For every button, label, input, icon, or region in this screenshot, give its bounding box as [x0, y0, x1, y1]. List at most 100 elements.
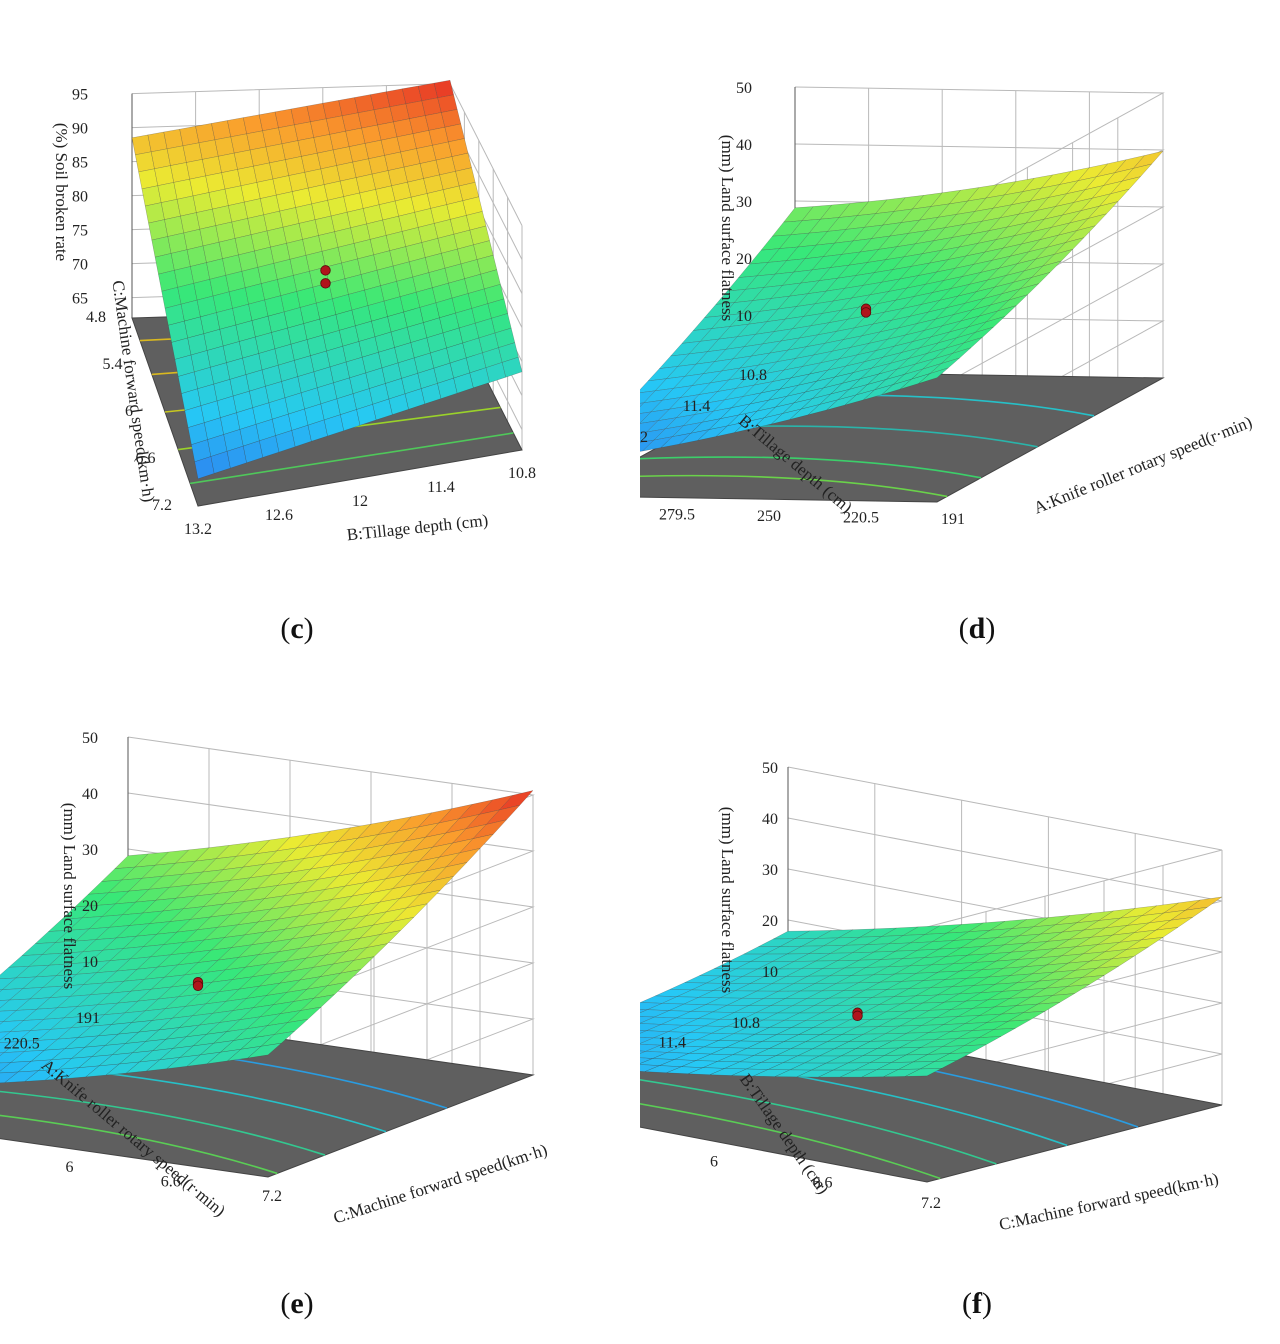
- z-tick-label: 80: [72, 189, 88, 206]
- y-tick-label: 220.5: [4, 1036, 40, 1053]
- y-tick-label: 7.2: [152, 497, 172, 514]
- z-tick-label: 20: [736, 251, 752, 268]
- surface-cell: [0, 1021, 4, 1025]
- z-tick-label: 50: [762, 760, 778, 777]
- z-tick-label: 10: [82, 954, 98, 971]
- z-tick-label: 20: [82, 898, 98, 915]
- y-tick-label: 12: [640, 429, 648, 446]
- x-tick-label: 7.2: [921, 1195, 941, 1212]
- surface-cell: [905, 1068, 942, 1077]
- z-tick-label: 20: [762, 913, 778, 930]
- surface-cell: [144, 202, 165, 224]
- response-surface: [0, 790, 534, 1084]
- x-tick-label: 250: [757, 508, 781, 525]
- y-tick-label: 4.8: [86, 309, 106, 326]
- z-axis-label: (mm) Land surface flatness: [718, 135, 737, 321]
- wall-gridline: [787, 766, 1223, 928]
- floor-contour-4: [189, 432, 514, 485]
- surface-cell: [918, 367, 949, 384]
- z-tick-label: 70: [72, 257, 88, 274]
- wall-gridline: [794, 86, 1165, 218]
- z-tick-label: 40: [762, 811, 778, 828]
- design-point-marker: [192, 980, 204, 992]
- response-surface: [640, 896, 1223, 1078]
- y-tick-label: 5.4: [103, 356, 123, 373]
- y-tick-label: 6.6: [136, 450, 156, 467]
- chart-panel-f: 10203040504.85.466.67.210.811.41212.613.…: [640, 672, 1280, 1344]
- surface-plot-c: 65 70 75 80 85 90 95 13.2 12.6 12 11.4 10.8 4.8 5.4 6 6…: [52, 79, 536, 545]
- x-tick-label: 12: [352, 493, 368, 510]
- y-tick-label: 11.4: [683, 398, 710, 415]
- panel-caption-f: (f): [962, 1287, 992, 1320]
- surface-cell: [189, 175, 210, 197]
- x-tick-label: 6.6: [813, 1174, 833, 1191]
- z-tick-label: 50: [82, 730, 98, 747]
- x-tick-label: 6: [710, 1154, 718, 1171]
- surface-cell: [247, 1042, 282, 1059]
- x-axis-label: C:Machine forward speed(km·h): [331, 1140, 550, 1227]
- design-point-marker: [852, 1010, 863, 1022]
- chart-panel-d: 1020304050309279.5250220.519110.811.4121…: [640, 0, 1280, 672]
- floor-contour-2: [0, 1090, 326, 1156]
- x-tick-label: 7.2: [262, 1188, 282, 1205]
- y-tick-label: 10.8: [732, 1015, 760, 1032]
- surface-cell: [501, 356, 523, 378]
- z-axis-label: (mm) Land surface flatness: [60, 803, 79, 989]
- design-point-marker: [320, 278, 331, 289]
- design-point-marker: [860, 307, 872, 318]
- y-tick-label: 191: [76, 1010, 100, 1027]
- surface-cell: [640, 1057, 653, 1064]
- z-axis-label: (mm) Land surface flatness: [718, 807, 737, 993]
- y-axis-label: C:Machine forward speed(km·h): [108, 279, 158, 503]
- surface-cell: [433, 79, 454, 99]
- x-axis-label: C:Machine forward speed(km·h): [997, 1169, 1220, 1234]
- surface-plot-e: 10203040504.85.466.67.2191220.5250279.53…: [0, 730, 550, 1227]
- surface-plot-d: 1020304050309279.5250220.519110.811.4121…: [640, 80, 1255, 528]
- z-tick-label: 75: [72, 223, 88, 240]
- z-tick-label: 40: [736, 137, 752, 154]
- panel-caption-d: (d): [958, 612, 996, 645]
- chart-panel-e: 10203040504.85.466.67.2191220.5250279.53…: [0, 672, 640, 1344]
- x-tick-label: 6: [66, 1159, 74, 1176]
- x-tick-label: 11.4: [427, 479, 454, 496]
- z-tick-label: 40: [82, 786, 98, 803]
- response-surface: [131, 79, 523, 480]
- y-tick-label: 6: [125, 403, 133, 420]
- z-tick-label: 30: [762, 862, 778, 879]
- z-tick-label: 50: [736, 80, 752, 97]
- surface-cell: [154, 165, 175, 186]
- z-axis-label: (%) Soil broken rate: [52, 123, 71, 261]
- surface-cell: [202, 156, 222, 177]
- surface-cell: [157, 182, 178, 203]
- floor-contour-3: [640, 474, 948, 498]
- floor-contour-3: [640, 1102, 941, 1180]
- floor-contour-2: [640, 1079, 997, 1165]
- floor-contour-3: [0, 1114, 278, 1175]
- panel-caption-c: (c): [280, 612, 314, 645]
- x-tick-label: 13.2: [184, 521, 212, 538]
- x-tick-label: 12.6: [265, 507, 293, 524]
- z-tick-label: 65: [72, 291, 88, 308]
- z-tick-label: 30: [82, 842, 98, 859]
- surface-cell: [182, 142, 203, 163]
- x-tick-label: 6.6: [161, 1174, 181, 1191]
- z-tick-label: 85: [72, 155, 88, 172]
- z-tick-label: 10: [736, 308, 752, 325]
- z-tick-label: 30: [736, 194, 752, 211]
- x-tick-label: 220.5: [843, 510, 879, 527]
- y-tick-label: 10.8: [739, 367, 767, 384]
- chart-panel-c: 65 70 75 80 85 90 95 13.2 12.6 12 11.4 10.8 4.8 5.4 6 6…: [0, 0, 640, 672]
- x-tick-label: 10.8: [508, 465, 536, 482]
- surface-cell: [0, 1031, 11, 1041]
- z-tick-label: 10: [762, 964, 778, 981]
- design-point-marker: [320, 265, 331, 276]
- response-surface: [640, 150, 1164, 452]
- x-tick-label: 279.5: [659, 507, 695, 524]
- y-tick-label: 11.4: [659, 1034, 686, 1051]
- x-axis-label: B:Tillage depth (cm): [346, 511, 489, 545]
- z-tick-label: 95: [72, 87, 88, 104]
- panel-caption-e: (e): [280, 1287, 314, 1320]
- z-tick-label: 90: [72, 121, 88, 138]
- x-tick-label: 191: [941, 511, 965, 528]
- floor-contour-2: [640, 456, 982, 479]
